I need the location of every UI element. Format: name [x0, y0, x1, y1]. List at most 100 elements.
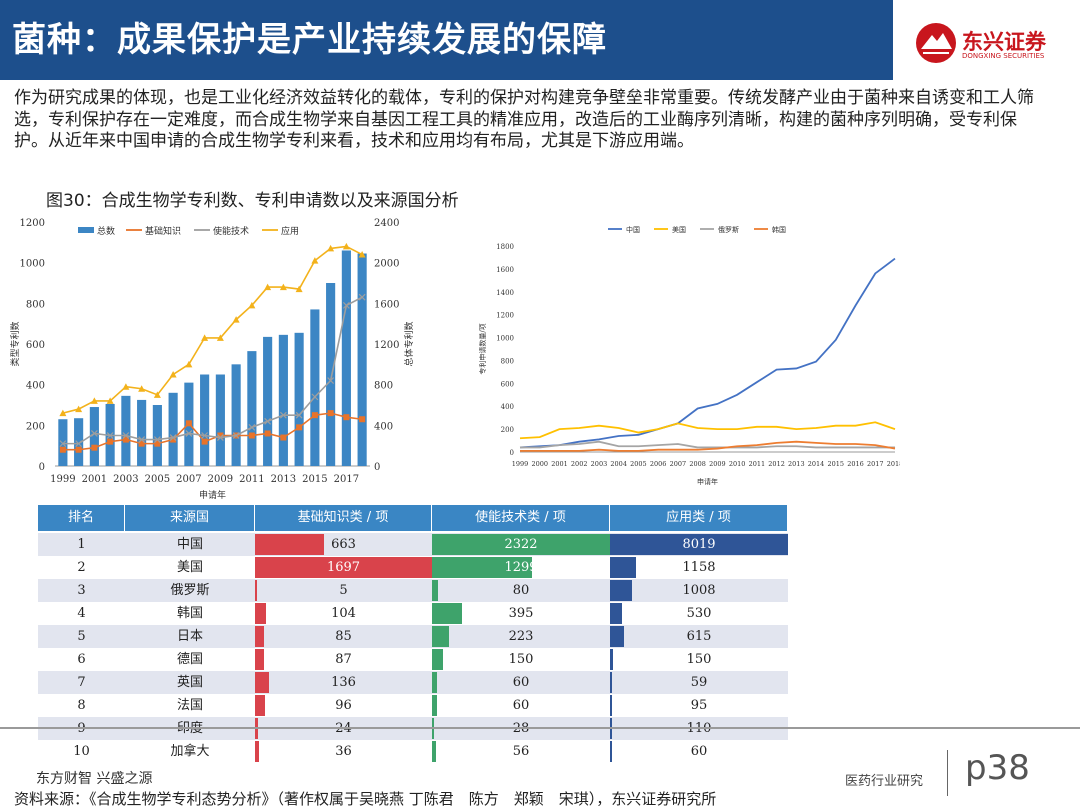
- application-cell: 615: [610, 625, 788, 648]
- x-tick-label: 2011: [239, 474, 264, 485]
- point-应用: [232, 316, 240, 323]
- basic-cell: 1697: [255, 556, 432, 579]
- point-应用: [248, 301, 256, 309]
- point-基础知识: [154, 440, 161, 447]
- country-cell: 法国: [176, 698, 203, 713]
- table-header-cell: 基础知识类 / 项: [255, 505, 432, 531]
- x-tick-label: 2001: [551, 460, 568, 468]
- basic-cell: 96: [255, 694, 432, 717]
- enabling-cell: 1299: [432, 556, 610, 579]
- bar-total: [294, 332, 304, 466]
- application-bar: [610, 626, 624, 647]
- y-axis-label: 专利申请数量/项: [478, 323, 487, 374]
- x-tick-label: 2018: [887, 460, 900, 468]
- rank-cell: 5: [77, 629, 86, 644]
- x-tick-label: 2007: [176, 474, 201, 485]
- x-tick-label: 2007: [670, 460, 687, 468]
- enabling-value: 80: [512, 583, 530, 598]
- application-value: 150: [686, 652, 712, 667]
- footer-sector: 医药行业研究: [845, 774, 924, 789]
- x-tick-label: 2017: [334, 474, 359, 485]
- y-left-tick-label: 800: [26, 299, 45, 310]
- application-cell: 1008: [610, 579, 788, 602]
- enabling-bar: [432, 649, 444, 670]
- rank-cell: 8: [77, 698, 86, 713]
- point-应用: [279, 283, 287, 291]
- bar-total: [137, 399, 147, 466]
- basic-bar: [255, 603, 266, 624]
- country-cell: 英国: [176, 675, 203, 690]
- y-tick-label: 1000: [496, 335, 514, 343]
- y-left-tick-label: 1000: [20, 259, 45, 270]
- enabling-value: 223: [508, 629, 534, 644]
- x-tick-label: 2005: [630, 460, 647, 468]
- enabling-bar: [432, 580, 439, 601]
- y-tick-label: 1200: [496, 312, 514, 320]
- basic-value: 85: [335, 629, 352, 644]
- y-tick-label: 0: [510, 449, 514, 457]
- point-使能技术: [106, 432, 114, 439]
- line-中国: [519, 257, 896, 449]
- enabling-cell: 80: [432, 579, 610, 602]
- bar-total: [231, 364, 241, 466]
- header: 菌种：成果保护是产业持续发展的保障 东兴证券 DONGXING SECURITI…: [0, 0, 1080, 80]
- table-row: 10 加拿大 36 56 60: [38, 740, 788, 763]
- basic-cell: 87: [255, 648, 432, 671]
- y-right-tick-label: 400: [374, 421, 393, 432]
- point-应用: [216, 334, 224, 341]
- point-应用: [59, 409, 67, 417]
- legend-label: 总数: [97, 225, 115, 237]
- point-基础知识: [248, 432, 255, 439]
- basic-bar: [255, 695, 265, 716]
- country-cell: 日本: [176, 629, 203, 644]
- y-left-tick-label: 400: [26, 381, 45, 392]
- point-基础知识: [343, 414, 350, 421]
- enabling-value: 150: [508, 652, 534, 667]
- intro-paragraph: 作为研究成果的体现，也是工业化经济效益转化的载体，专利的保护对构建竞争壁垒非常重…: [14, 88, 1034, 151]
- point-使能技术: [59, 440, 67, 448]
- application-value: 1158: [682, 560, 716, 575]
- application-value: 59: [690, 675, 708, 690]
- basic-bar: [255, 557, 432, 578]
- x-tick-label: 2016: [847, 460, 864, 468]
- table-header-cell: 排名: [38, 505, 125, 531]
- point-应用: [342, 242, 350, 250]
- x-tick-label: 2010: [729, 460, 746, 468]
- application-value: 8019: [682, 537, 716, 552]
- basic-value: 87: [335, 652, 352, 667]
- point-应用: [311, 257, 319, 264]
- country-cell: 俄罗斯: [170, 583, 210, 598]
- rank-cell: 10: [73, 744, 90, 759]
- point-使能技术: [153, 436, 161, 443]
- country-cell: 德国: [176, 652, 203, 667]
- legend-swatch: [78, 227, 94, 233]
- enabling-bar: [432, 695, 437, 716]
- x-tick-label: 2000: [531, 460, 548, 468]
- point-使能技术: [327, 377, 335, 385]
- legend-label: 美国: [672, 225, 686, 234]
- bar-total: [121, 395, 131, 466]
- x-tick-label: 2006: [650, 460, 667, 468]
- point-基础知识: [359, 416, 366, 423]
- basic-bar: [255, 626, 264, 647]
- enabling-value: 395: [508, 606, 534, 621]
- basic-value: 1697: [326, 560, 361, 575]
- application-cell: 59: [610, 671, 788, 694]
- bar-total: [326, 283, 336, 466]
- table-row: 5 日本 85 223 615: [38, 625, 788, 648]
- country-cell: 韩国: [176, 606, 203, 621]
- x-tick-label: 2009: [709, 460, 726, 468]
- point-使能技术: [216, 434, 224, 441]
- x-tick-label: 2001: [82, 474, 107, 485]
- point-基础知识: [75, 446, 82, 453]
- enabling-value: 56: [512, 744, 530, 759]
- legend-label: 中国: [626, 225, 640, 234]
- y-tick-label: 1400: [496, 289, 514, 297]
- logo-text: 东兴证券: [962, 30, 1046, 54]
- enabling-cell: 223: [432, 625, 610, 648]
- point-基础知识: [59, 446, 66, 453]
- point-应用: [295, 285, 303, 293]
- table-header-cell: 来源国: [125, 505, 255, 531]
- application-value: 95: [690, 698, 708, 713]
- legend-label: 韩国: [772, 225, 786, 234]
